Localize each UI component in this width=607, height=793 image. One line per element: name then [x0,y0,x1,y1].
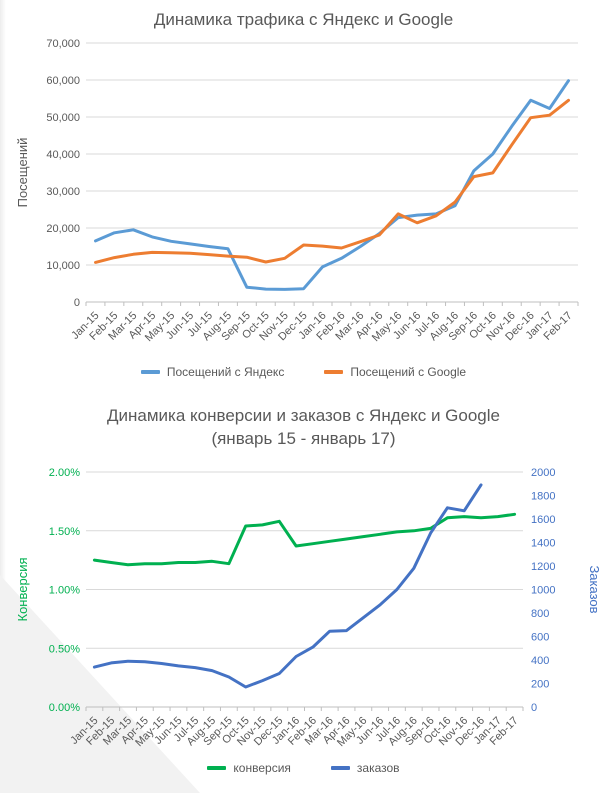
left-axis-title-conversion: Конверсия [15,557,30,621]
svg-text:30,000: 30,000 [46,186,80,198]
legend-label-orders: заказов [356,761,400,775]
svg-text:1400: 1400 [531,538,555,550]
svg-text:0: 0 [74,297,80,309]
svg-text:1.00%: 1.00% [49,585,80,597]
traffic-chart-legend: Посещений с Яндекс Посещений с Google [0,365,607,379]
conversion-orders-plot: 0.00% 0.50% 1.00% 1.50% 2.00% 0 200 400 600 800 10… [15,467,602,749]
right-axis-title-orders: Заказов [587,565,602,613]
series-line-заказов [92,483,483,689]
series-line-конверсия [92,512,517,567]
svg-text:0.00%: 0.00% [49,702,80,714]
traffic-chart: Динамика трафика с Яндекс и Google 0 10,0… [0,10,607,379]
conversion-chart-subtitle: (январь 15 - январь 17) [211,429,396,448]
svg-text:40,000: 40,000 [46,149,80,161]
conversion-chart-title: Динамика конверсии и заказов с Яндекс и … [107,406,500,425]
conversion-series-swatch [207,766,227,770]
svg-text:400: 400 [531,655,549,667]
svg-text:1200: 1200 [531,561,555,573]
legend-item-orders: заказов [330,761,400,775]
svg-text:1800: 1800 [531,491,555,503]
left-axis-labels: 0 10,000 20,000 30,000 40,000 50,000 60,000 70,… [46,38,80,309]
x-axis-ticks [85,707,524,711]
orders-series-swatch [330,766,350,770]
legend-label-yandex: Посещений с Яндекс [166,365,285,379]
svg-text:2.00%: 2.00% [49,467,80,479]
yandex-series-swatch [140,370,160,374]
left-axis-labels: 0.00% 0.50% 1.00% 1.50% 2.00% [49,467,80,714]
svg-text:0.50%: 0.50% [49,643,80,655]
page-left-edge-shadow [0,0,6,793]
svg-text:1000: 1000 [531,585,555,597]
legend-label-google: Посещений с Google [350,365,467,379]
y-axis-title-visits: Посещений [15,138,30,208]
gridlines [86,471,523,708]
right-axis-labels: 0 200 400 600 800 1000 1200 1400 1600 1800 2000 [531,467,555,714]
google-series-swatch [324,370,344,374]
svg-text:20,000: 20,000 [46,223,80,235]
gridlines [86,42,578,303]
svg-text:0: 0 [531,702,537,714]
legend-label-conversion: конверсия [233,761,291,775]
traffic-chart-plot: 0 10,000 20,000 30,000 40,000 50,000 60,000 70,… [15,38,579,344]
svg-text:1.50%: 1.50% [49,526,80,538]
svg-text:200: 200 [531,679,549,691]
svg-text:70,000: 70,000 [46,38,80,50]
x-axis-labels: Jan-15Feb-15Mar-15Apr-15May-15Jun-15Jul-… [69,310,574,344]
svg-text:2000: 2000 [531,467,555,479]
x-axis-ticks [85,302,579,306]
legend-item-conversion: конверсия [207,761,291,775]
svg-text:800: 800 [531,608,549,620]
legend-item-google: Посещений с Google [324,365,466,379]
svg-text:10,000: 10,000 [46,260,80,272]
svg-text:600: 600 [531,632,549,644]
legend-item-yandex: Посещений с Яндекс [140,365,285,379]
svg-text:60,000: 60,000 [46,75,80,87]
svg-text:1600: 1600 [531,514,555,526]
traffic-chart-title: Динамика трафика с Яндекс и Google [153,10,454,29]
series-line-Посещений с Google [94,98,570,264]
x-axis-labels: Jan-15Feb-15Mar-15Apr-15May-15Jun-15Jul-… [68,715,520,749]
series-line-Посещений с Яндекс [94,79,570,291]
svg-text:50,000: 50,000 [46,112,80,124]
conversion-orders-chart: Динамика конверсии и заказов с Яндекс и … [0,400,607,793]
conversion-orders-legend: конверсия заказов [0,761,607,775]
